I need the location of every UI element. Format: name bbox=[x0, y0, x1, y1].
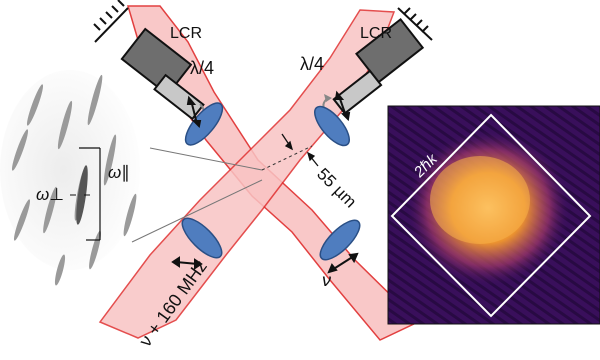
lens-top-right bbox=[314, 105, 350, 147]
mount-hatch-left bbox=[93, 0, 129, 43]
polarization-arrow-bottom-right bbox=[327, 252, 359, 274]
omega-parallel-label: ω∥ bbox=[108, 163, 130, 182]
waveplate-right bbox=[332, 69, 383, 115]
polarization-arrow-top-right bbox=[334, 90, 351, 122]
momentum-image-frame bbox=[387, 105, 600, 325]
beam-right-frequency-label: ν bbox=[322, 270, 331, 290]
waveplate-left-label: λ/4 bbox=[190, 58, 214, 78]
waveplate-right-label: λ/4 bbox=[300, 54, 324, 74]
lens-bottom-right bbox=[319, 219, 361, 261]
lcr-left bbox=[120, 27, 193, 97]
spacing-label: 55 µm bbox=[313, 164, 360, 211]
atom-array-inset bbox=[0, 70, 140, 286]
lattice-diamond bbox=[390, 113, 592, 318]
omega-perp-label: ω⊥ bbox=[36, 185, 64, 204]
polarization-arrow-top-left bbox=[186, 95, 202, 129]
omega-bracket bbox=[79, 147, 101, 241]
spacing-arrows bbox=[281, 133, 319, 167]
lcr-left-label: LCR bbox=[170, 25, 202, 42]
projection-line-bottom bbox=[131, 179, 263, 243]
projection-line-top bbox=[149, 147, 263, 171]
mount-hatch-right bbox=[397, 7, 433, 41]
lens-bottom-left bbox=[181, 217, 223, 259]
momentum-image bbox=[388, 106, 600, 324]
rotation-arrow-right-head bbox=[324, 94, 332, 102]
polarization-arrow-bottom-left bbox=[171, 256, 203, 270]
lcr-right bbox=[355, 17, 425, 84]
lcr-right-label: LCR bbox=[360, 25, 392, 42]
waveplate-left bbox=[153, 73, 205, 121]
